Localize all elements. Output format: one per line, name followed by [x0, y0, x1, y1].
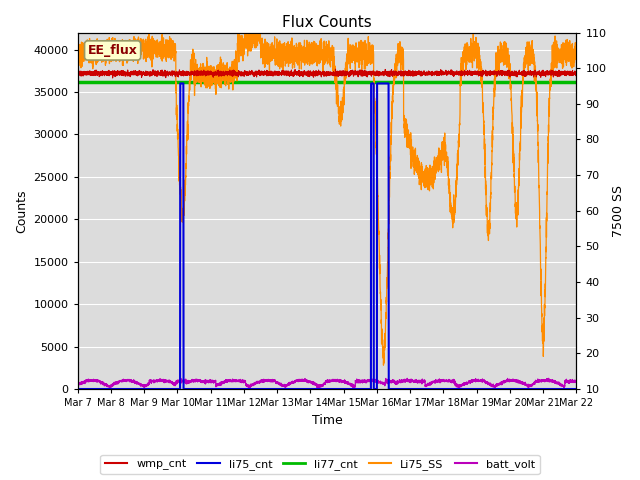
Y-axis label: Counts: Counts — [15, 189, 28, 232]
Text: EE_flux: EE_flux — [88, 44, 138, 57]
Legend: wmp_cnt, li75_cnt, li77_cnt, Li75_SS, batt_volt: wmp_cnt, li75_cnt, li77_cnt, Li75_SS, ba… — [100, 455, 540, 474]
Title: Flux Counts: Flux Counts — [282, 15, 372, 30]
Y-axis label: 7500 SS: 7500 SS — [612, 185, 625, 237]
X-axis label: Time: Time — [312, 414, 342, 427]
